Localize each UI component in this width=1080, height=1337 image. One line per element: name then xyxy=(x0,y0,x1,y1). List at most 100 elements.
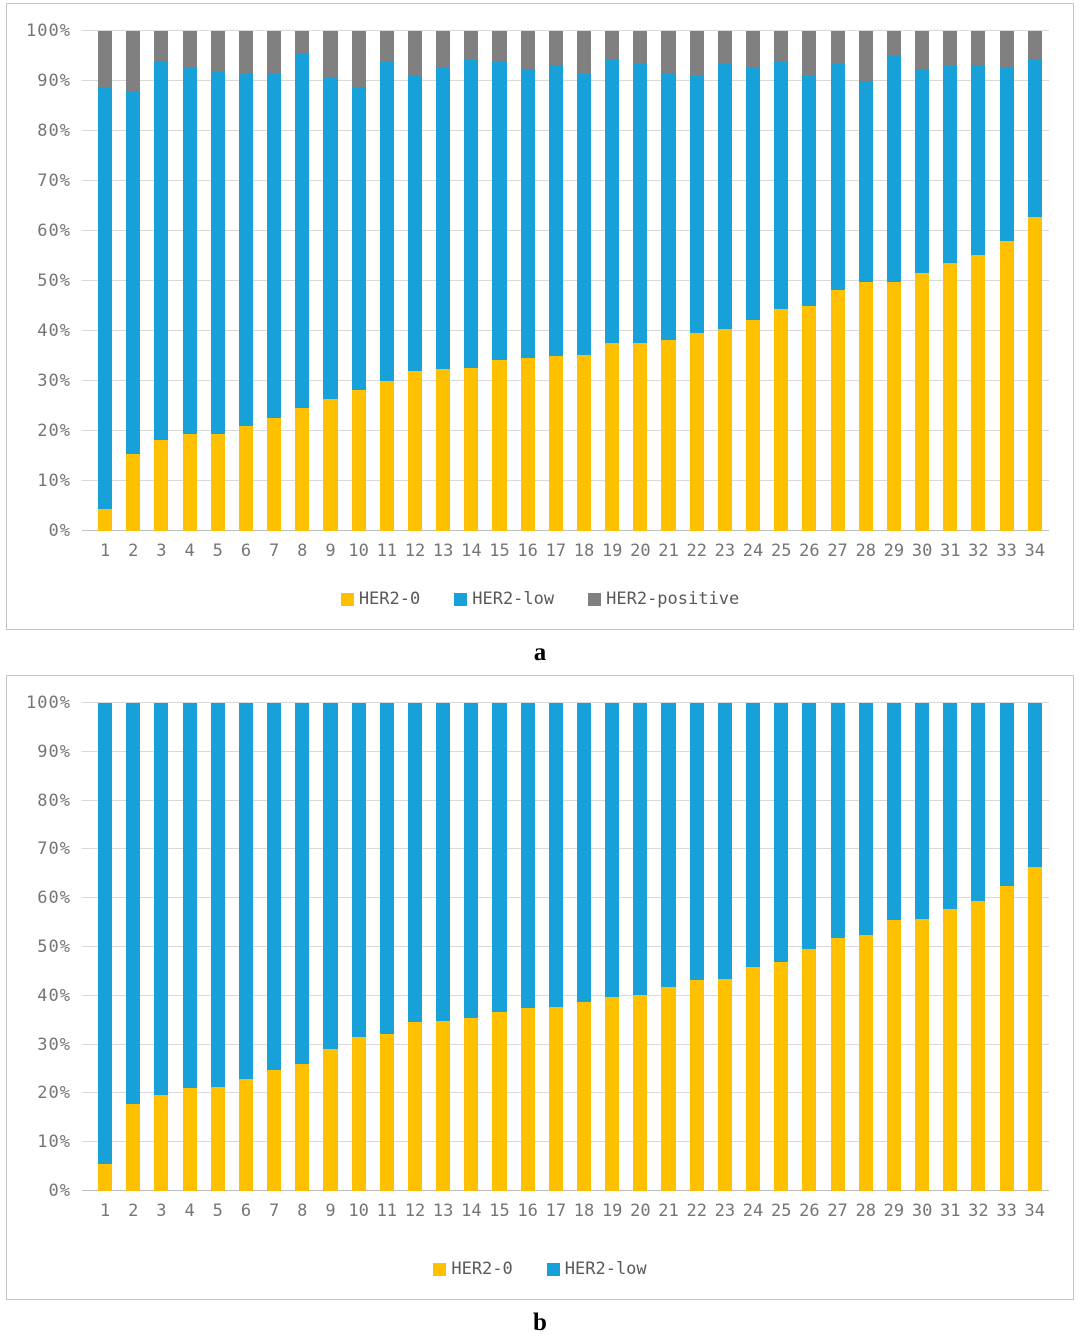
gridline-20 xyxy=(82,1092,1049,1094)
bar-segment-her2-low xyxy=(774,61,789,309)
bar-segment-her2-positive xyxy=(689,31,704,75)
bar-slot-2 xyxy=(119,703,147,1191)
bar-slot-17 xyxy=(542,31,570,531)
bar-segment-her2-positive xyxy=(999,31,1014,68)
bar-segment-her2-low xyxy=(351,703,366,1038)
bar-segment-her2-0 xyxy=(576,354,592,531)
bar-segment-her2-low xyxy=(379,62,394,381)
legend-item-her2-positive: HER2-positive xyxy=(588,589,739,609)
bar-segment-her2-0 xyxy=(267,1070,282,1191)
x-tick-label: 6 xyxy=(240,541,252,561)
bar-segment-her2-low xyxy=(98,703,113,1165)
x-tick-label: 33 xyxy=(996,541,1017,561)
stacked-bar-18 xyxy=(576,703,592,1191)
stacked-bar-8 xyxy=(295,703,310,1191)
stacked-bar-8 xyxy=(295,31,310,531)
bar-segment-her2-low xyxy=(576,73,592,355)
x-tick-label: 32 xyxy=(968,541,989,561)
bar-segment-her2-positive xyxy=(915,31,930,69)
x-tick-label: 31 xyxy=(940,1201,961,1221)
y-tick-label: 50% xyxy=(37,271,71,291)
stacked-bar-7 xyxy=(267,703,282,1191)
bar-segment-her2-low xyxy=(379,703,394,1034)
bar-segment-her2-low xyxy=(802,703,817,949)
stacked-bar-25 xyxy=(774,31,789,531)
bar-segment-her2-positive xyxy=(1027,31,1042,59)
x-tick-label: 19 xyxy=(601,1201,623,1221)
stacked-bar-6 xyxy=(238,31,253,531)
bar-segment-her2-positive xyxy=(746,31,761,68)
panel-letter-b: b xyxy=(533,1309,547,1336)
bar-segment-her2-low xyxy=(886,703,901,921)
bar-segment-her2-low xyxy=(717,63,732,329)
bar-segment-her2-low xyxy=(267,703,282,1071)
bar-segment-her2-positive xyxy=(436,31,451,67)
bar-segment-her2-0 xyxy=(351,1037,366,1191)
gridline-10 xyxy=(82,1141,1049,1143)
bar-segment-her2-0 xyxy=(971,901,986,1191)
x-tick-label: 16 xyxy=(517,1201,538,1221)
bar-segment-her2-0 xyxy=(746,967,761,1191)
x-tick-label: 10 xyxy=(348,541,369,561)
bar-segment-her2-0 xyxy=(661,340,676,531)
gridline-50 xyxy=(82,280,1049,281)
stacked-bar-13 xyxy=(436,31,451,531)
x-tick-label: 12 xyxy=(404,541,426,561)
stacked-bar-31 xyxy=(943,703,958,1191)
bar-segment-her2-low xyxy=(886,56,901,282)
gridline-60 xyxy=(82,230,1049,231)
bar-segment-her2-0 xyxy=(154,439,169,531)
bar-segment-her2-low xyxy=(774,703,789,962)
x-tick-label: 26 xyxy=(799,1201,820,1221)
bar-segment-her2-0 xyxy=(605,996,620,1191)
x-tick-label: 29 xyxy=(883,1201,905,1221)
bar-slot-25 xyxy=(767,31,795,531)
legend-swatch-her2-low xyxy=(454,592,468,606)
bar-segment-her2-0 xyxy=(407,1021,423,1191)
bar-segment-her2-low xyxy=(915,68,930,273)
bar-segment-her2-0 xyxy=(548,1007,563,1191)
x-tick-label: 21 xyxy=(658,1201,679,1221)
bar-segment-her2-low xyxy=(323,78,338,399)
bar-segment-her2-low xyxy=(605,60,620,343)
x-tick-label: 17 xyxy=(545,541,567,561)
bar-segment-her2-0 xyxy=(661,986,676,1191)
bar-segment-her2-low xyxy=(971,703,986,902)
stacked-bar-30 xyxy=(915,703,930,1191)
x-tick-label: 12 xyxy=(404,1201,426,1221)
x-tick-label: 33 xyxy=(996,1201,1017,1221)
bar-slot-10 xyxy=(345,31,373,531)
stacked-bar-2 xyxy=(126,703,141,1191)
bar-segment-her2-low xyxy=(999,703,1014,886)
stacked-bar-17 xyxy=(548,703,563,1191)
bar-segment-her2-0 xyxy=(520,357,535,531)
x-tick-label: 10 xyxy=(348,1201,369,1221)
stacked-bar-23 xyxy=(717,703,732,1191)
x-tick-label: 21 xyxy=(658,541,679,561)
bar-segment-her2-positive xyxy=(126,31,141,91)
bar-segment-her2-0 xyxy=(548,356,563,531)
bar-segment-her2-low xyxy=(98,87,113,509)
bar-slot-22 xyxy=(683,31,711,531)
y-axis-a: 0% 10% 20% 30% 40% 50% 60% 70% 80% 90% 100% xyxy=(7,21,77,541)
bar-slot-18 xyxy=(570,31,598,531)
bar-slot-8 xyxy=(288,703,316,1191)
y-tick-label: 10% xyxy=(37,1132,71,1153)
y-tick-label: 100% xyxy=(26,693,71,713)
stacked-bar-33 xyxy=(999,31,1014,531)
bar-segment-her2-0 xyxy=(182,1088,197,1191)
stacked-bar-27 xyxy=(830,703,845,1191)
bar-segment-her2-low xyxy=(267,73,282,418)
stacked-bar-27 xyxy=(830,31,845,531)
x-tick-label: 23 xyxy=(714,541,736,561)
legend-a: HER2-0 HER2-low HER2-positive xyxy=(7,589,1073,609)
x-tick-label: 30 xyxy=(911,1201,933,1221)
stacked-bar-26 xyxy=(802,703,817,1191)
y-axis-b: 0% 10% 20% 30% 40% 50% 60% 70% 80% 90% 100% xyxy=(7,693,77,1201)
bar-segment-her2-0 xyxy=(971,254,986,531)
bar-segment-her2-low xyxy=(717,703,732,979)
bar-segment-her2-low xyxy=(464,703,479,1018)
bar-slot-11 xyxy=(373,703,401,1191)
bar-slot-29 xyxy=(880,703,908,1191)
